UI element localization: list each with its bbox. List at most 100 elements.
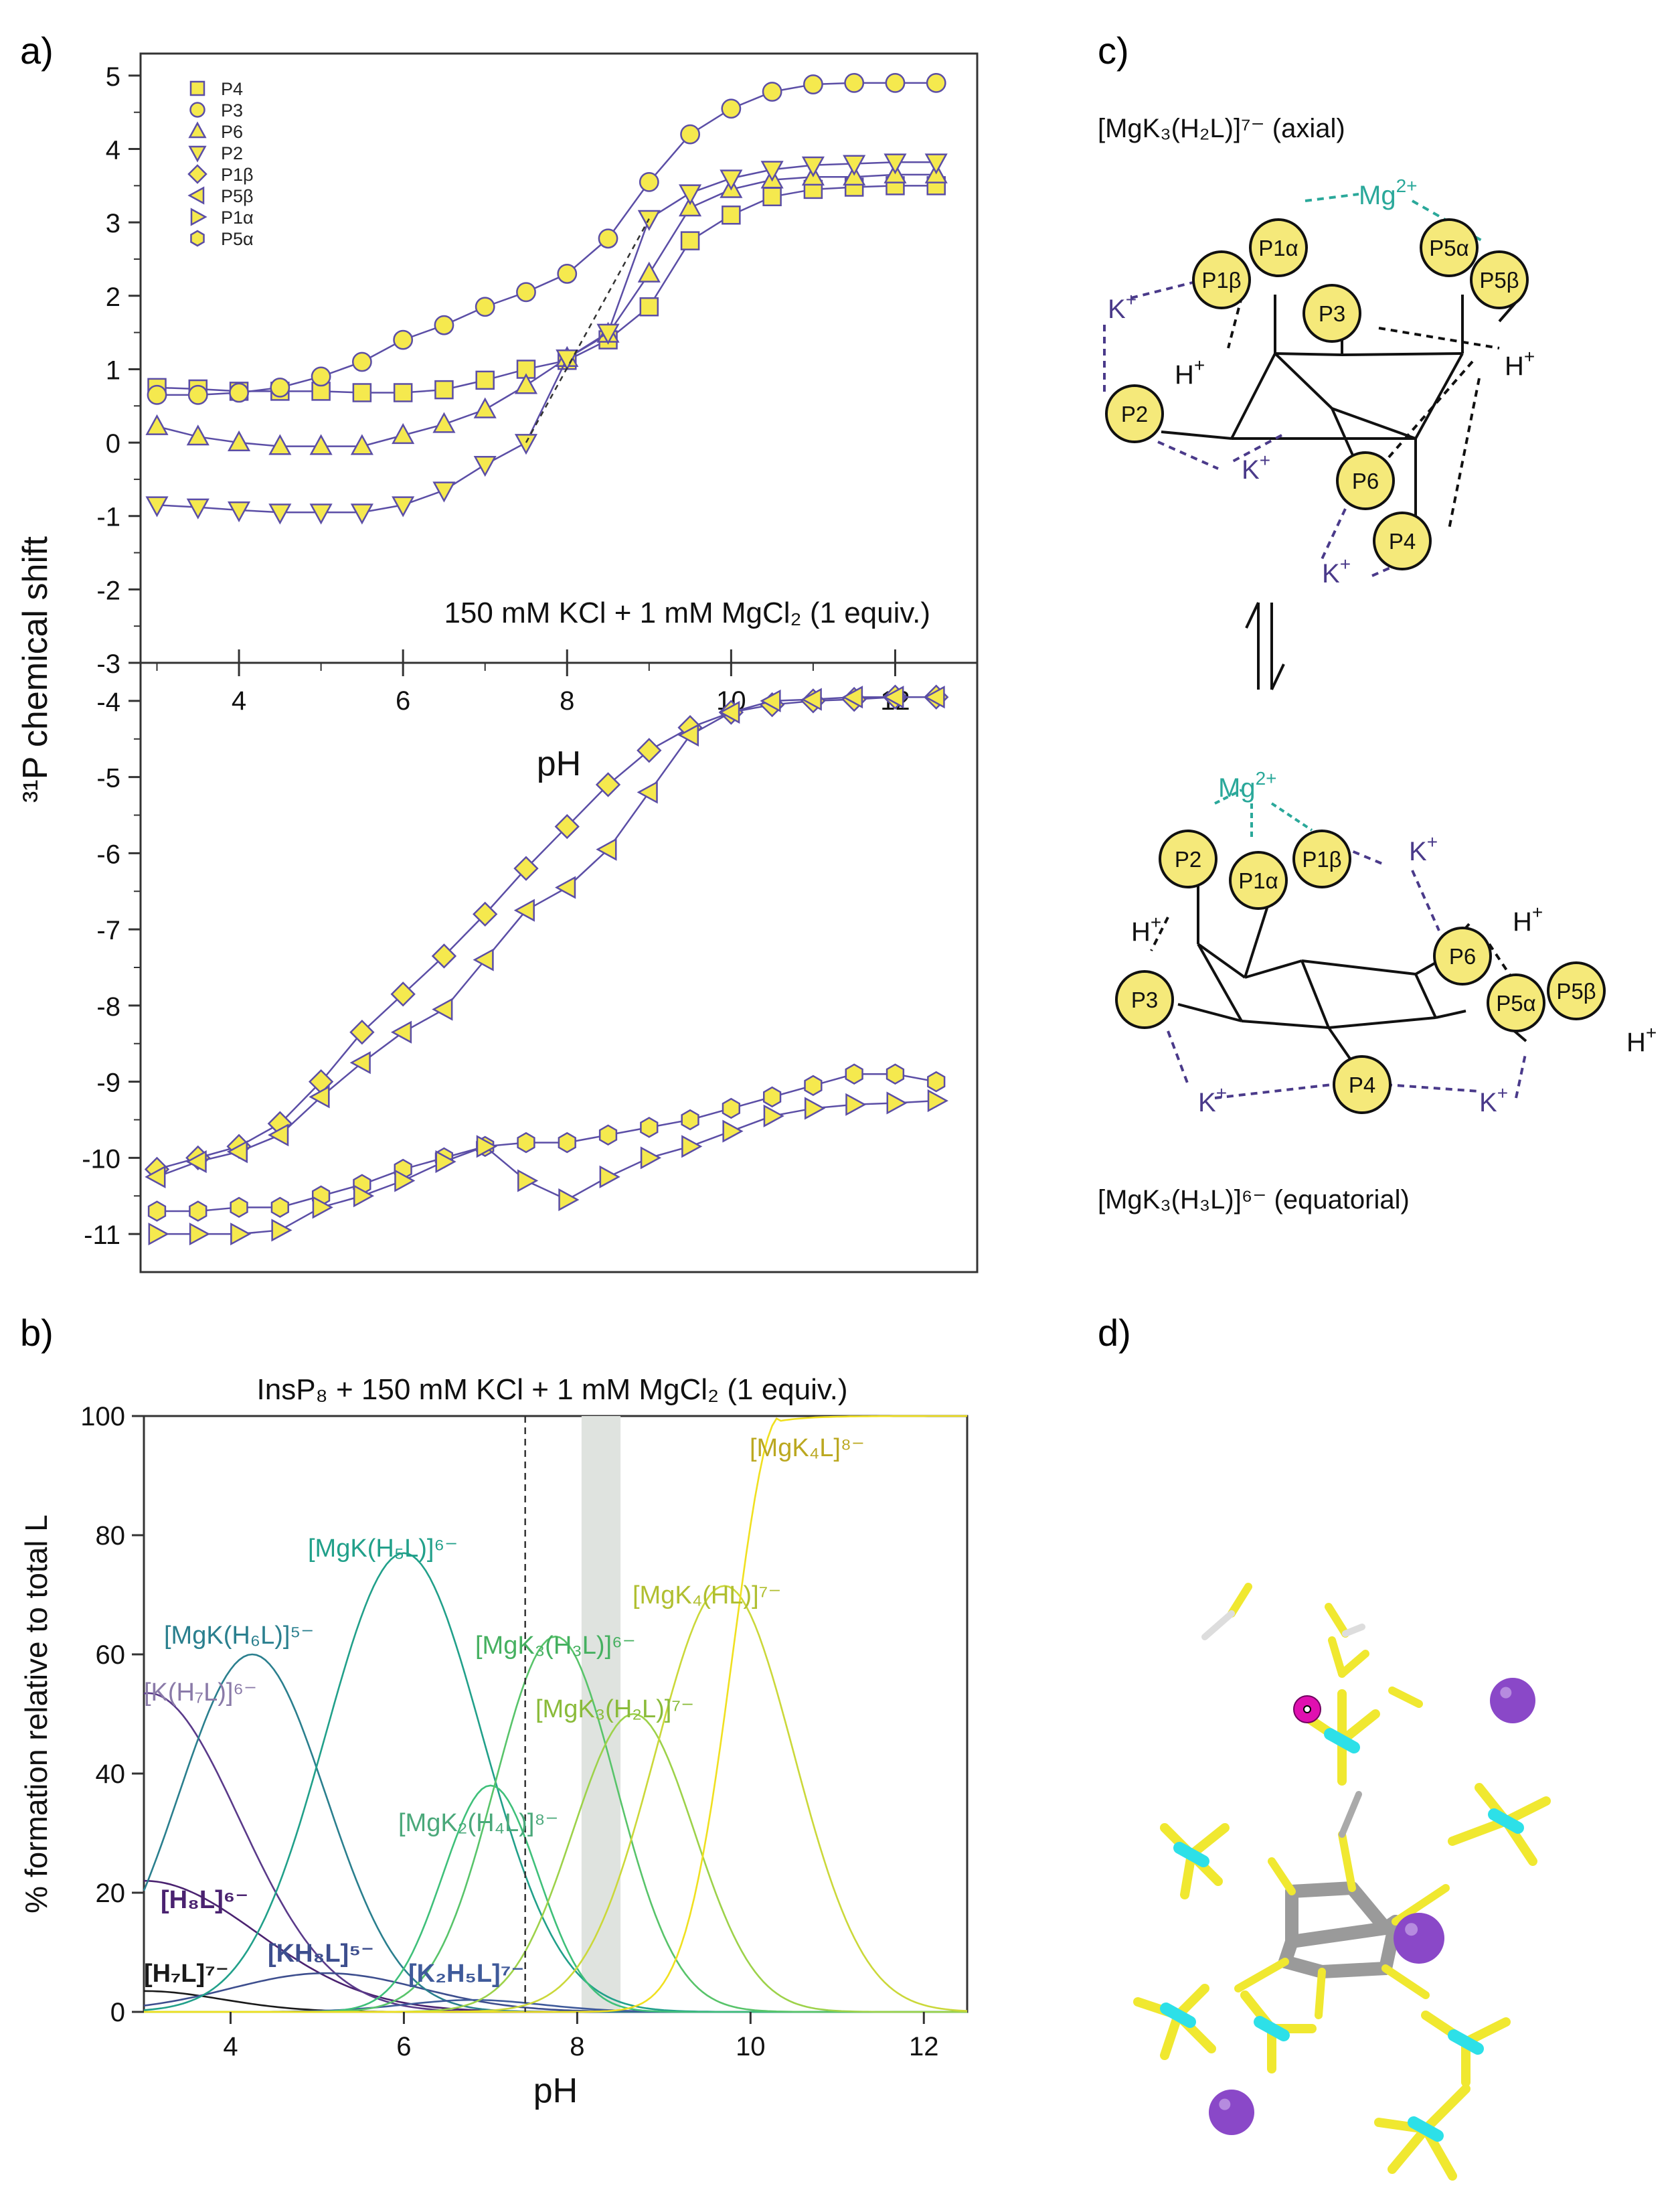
phosphate-node <box>1333 1055 1392 1114</box>
y-tick-label: -1 <box>96 503 120 532</box>
data-point <box>680 124 700 145</box>
data-point <box>801 156 825 177</box>
phosphate-label: P4 <box>1389 529 1416 554</box>
data-point <box>189 1200 207 1222</box>
species-label: [H₈L]⁶⁻ <box>161 1886 248 1914</box>
data-point <box>762 82 782 102</box>
bond-stick <box>1339 1791 1362 1838</box>
bond <box>1197 943 1246 979</box>
bond <box>1385 1083 1480 1093</box>
legend-label: P1α <box>221 208 254 228</box>
data-point <box>147 384 167 405</box>
data-point <box>229 382 249 403</box>
legend-label: P3 <box>221 100 243 121</box>
x-tick-label: 6 <box>396 2032 411 2061</box>
y-tick-label: 100 <box>80 1402 125 1431</box>
phosphate-node <box>1433 927 1492 986</box>
bond-stick <box>1254 2016 1290 2041</box>
y-tick-label: 60 <box>96 1640 126 1670</box>
bond <box>1231 434 1282 463</box>
data-point <box>558 1131 576 1154</box>
bond-stick <box>1381 1964 1430 1999</box>
y-tick-label: 2 <box>106 283 120 312</box>
data-point <box>189 1223 210 1246</box>
phosphate-label: P3 <box>1319 301 1345 326</box>
bond <box>1214 1083 1333 1099</box>
data-point <box>558 1188 580 1211</box>
data-point <box>475 297 495 317</box>
data-point <box>637 261 661 283</box>
data-point <box>148 1223 169 1246</box>
species-label: [MgK₃(H₃L)]⁶⁻ <box>475 1632 636 1660</box>
data-point <box>432 481 456 503</box>
data-point <box>681 1135 703 1158</box>
data-point <box>680 231 700 250</box>
species-label: [MgK₃(H₂L)]⁷⁻ <box>535 1695 694 1723</box>
data-point <box>557 264 578 284</box>
data-point <box>393 329 414 350</box>
data-point <box>555 876 576 899</box>
bond-stick <box>1328 1636 1346 1678</box>
bond <box>1300 960 1330 1028</box>
mg-ion-label: Mg2+ <box>1359 175 1418 210</box>
bond-stick <box>1285 1922 1392 1948</box>
data-point <box>270 377 290 398</box>
data-point <box>309 503 333 525</box>
phosphate-label: P4 <box>1349 1073 1375 1097</box>
species-label: [MgK₂(H₄L)]⁸⁻ <box>398 1809 559 1837</box>
chart-title-b: InsP₈ + 150 mM KCl + 1 mM MgCl₂ (1 equiv… <box>257 1373 848 1406</box>
bond <box>1230 353 1276 439</box>
data-point <box>599 1165 620 1188</box>
x-tick-label: 10 <box>736 2032 766 2061</box>
data-point <box>353 1184 375 1208</box>
phosphate-label: P6 <box>1352 469 1379 493</box>
data-point <box>640 1146 662 1170</box>
legend-label: P6 <box>221 122 243 142</box>
data-point <box>475 370 495 390</box>
data-point <box>186 498 209 520</box>
data-point <box>394 1169 416 1192</box>
data-point <box>473 901 498 927</box>
bond <box>1448 378 1481 530</box>
phosphate-node <box>1192 250 1251 309</box>
atom-highlight <box>1500 1687 1512 1699</box>
bond-stick <box>1461 2017 1511 2047</box>
potassium-atom <box>1209 2090 1254 2135</box>
bond-stick <box>1180 1850 1196 1899</box>
data-point <box>927 1089 948 1113</box>
bond-stick <box>1448 1816 1511 1846</box>
data-point <box>270 1196 289 1219</box>
bond <box>1197 943 1243 1022</box>
bond <box>1167 1030 1189 1085</box>
bond <box>1214 789 1242 805</box>
data-point <box>432 998 453 1021</box>
data-point <box>517 1169 539 1192</box>
y-tick-label: -6 <box>96 840 120 869</box>
phosphate-node <box>1373 512 1432 570</box>
data-point <box>473 397 497 418</box>
bond <box>1161 430 1232 440</box>
data-point <box>392 496 415 518</box>
y-axis-label-b: % formation relative to total L <box>19 1514 54 1913</box>
data-point <box>187 384 208 405</box>
mg-ion-label: Mg2+ <box>1218 768 1277 803</box>
phosphate-node <box>1292 830 1351 888</box>
data-point <box>473 948 494 971</box>
x-tick-label: 4 <box>223 2032 238 2061</box>
shaded-region <box>581 1416 621 2012</box>
data-point <box>351 351 372 372</box>
data-point <box>268 434 292 455</box>
k-ion-label: K+ <box>1479 1083 1508 1117</box>
data-point <box>845 1093 867 1116</box>
bond-stick <box>1448 2029 1484 2055</box>
data-point <box>924 153 948 175</box>
data-point <box>432 412 456 433</box>
data-point <box>598 1124 618 1146</box>
data-point <box>435 1150 456 1174</box>
bond <box>1157 441 1219 470</box>
bond <box>1227 284 1246 349</box>
data-point <box>681 1109 699 1131</box>
panel-label-a: a) <box>20 29 54 72</box>
data-point <box>350 503 373 525</box>
data-point <box>145 496 169 518</box>
